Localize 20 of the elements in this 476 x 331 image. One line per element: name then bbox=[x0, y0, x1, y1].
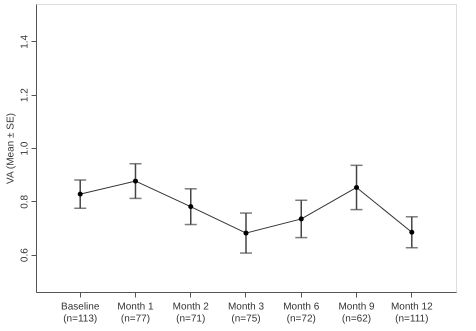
point bbox=[298, 216, 304, 222]
y-tick-label: 1.0 bbox=[20, 141, 30, 156]
y-tick-label: 0.8 bbox=[20, 194, 30, 209]
y-axis-title: VA (Mean ± SE) bbox=[6, 113, 16, 184]
point bbox=[132, 178, 138, 184]
x-tick-label: Month 6 (n=72) bbox=[283, 302, 320, 324]
x-tick-label: Month 9 (n=62) bbox=[338, 302, 376, 324]
y-tick-label: 1.4 bbox=[20, 34, 30, 49]
point bbox=[188, 204, 194, 210]
point bbox=[354, 184, 360, 190]
x-tick-label: Month 1 (n=77) bbox=[117, 302, 154, 324]
x-tick-label: Month 2 (n=71) bbox=[172, 302, 210, 324]
point bbox=[78, 192, 83, 197]
point bbox=[244, 230, 248, 236]
point bbox=[409, 230, 414, 235]
x-tick-label: Baseline (n=113) bbox=[61, 302, 100, 324]
y-tick-label: 0.6 bbox=[20, 248, 30, 262]
x-tick-label: Month 3 (n=75) bbox=[228, 302, 264, 324]
y-tick-label: 1.2 bbox=[20, 88, 30, 102]
x-tick-label: Month 12 (n=111) bbox=[390, 302, 434, 324]
